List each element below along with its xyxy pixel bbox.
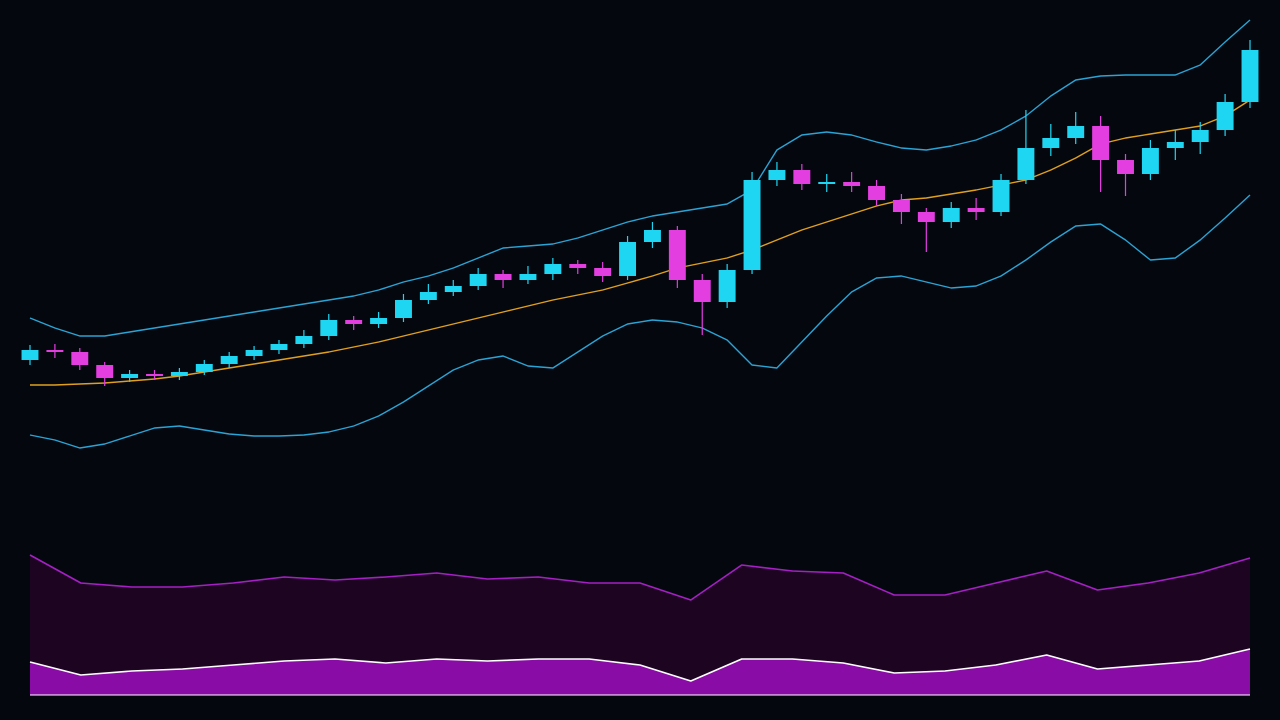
candle-body (270, 344, 288, 350)
band-line (29, 194, 1251, 449)
candle-body (494, 274, 512, 280)
area-line (29, 554, 1251, 601)
candle-body (1216, 102, 1234, 130)
candle-body (121, 374, 139, 378)
candle-body (519, 274, 537, 280)
candle-body (444, 286, 462, 292)
candle-body (718, 270, 736, 302)
candle-body (320, 320, 338, 336)
candle-body (793, 170, 811, 184)
candle-body (917, 212, 935, 222)
band-line (29, 19, 1251, 337)
candle-body (843, 182, 861, 186)
candle-body (768, 170, 786, 180)
candle-body (245, 350, 263, 356)
candle-body (146, 374, 163, 376)
candle-body (1141, 148, 1159, 174)
candle-body (693, 280, 711, 302)
candle-body (220, 356, 238, 364)
candle-body (743, 180, 761, 270)
candle-body (21, 350, 39, 360)
candle-body (345, 320, 363, 324)
candle-body (569, 264, 587, 268)
candle-body (1117, 160, 1134, 174)
candle-body (992, 180, 1010, 212)
candle-body (967, 208, 985, 212)
candle-body (619, 242, 637, 276)
candle-body (170, 372, 188, 376)
candle-body (1092, 126, 1110, 160)
candle-body (1067, 126, 1085, 138)
candle-body (96, 365, 114, 378)
candle-body (594, 268, 612, 276)
candle-body (1042, 138, 1060, 148)
candle-body (818, 182, 836, 184)
candle-body (46, 350, 64, 352)
candle-body (295, 336, 313, 344)
candle-body (469, 274, 487, 286)
candle-body (1017, 148, 1035, 180)
candle-body (419, 292, 437, 300)
candle-body (868, 186, 885, 200)
candle-body (892, 200, 910, 212)
candle-body (643, 230, 661, 242)
candle-body (942, 208, 960, 222)
candle-body (395, 300, 412, 318)
candle-body (1241, 50, 1259, 102)
area-line (29, 648, 1251, 682)
candle-body (370, 318, 388, 324)
area-fill (30, 649, 1250, 695)
candle-body (1166, 142, 1184, 148)
band-line (30, 99, 1251, 386)
candle-body (1191, 130, 1209, 142)
candle-body (544, 264, 562, 274)
candle-body (71, 352, 89, 365)
candle-body (195, 364, 213, 372)
candle-body (668, 230, 686, 280)
